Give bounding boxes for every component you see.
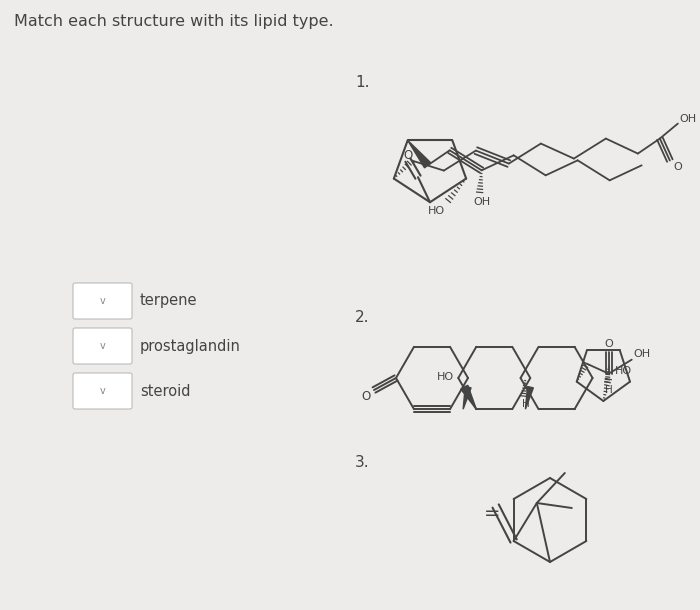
Text: HO: HO xyxy=(438,372,454,382)
Polygon shape xyxy=(407,140,430,168)
Text: prostaglandin: prostaglandin xyxy=(140,339,241,354)
Polygon shape xyxy=(461,386,476,409)
Polygon shape xyxy=(526,387,533,409)
Text: OH: OH xyxy=(634,349,650,359)
FancyBboxPatch shape xyxy=(73,283,132,319)
Text: O: O xyxy=(361,390,370,403)
Text: 2.: 2. xyxy=(355,310,370,325)
Text: =: = xyxy=(484,503,500,523)
Text: HO: HO xyxy=(615,366,633,376)
Text: steroid: steroid xyxy=(140,384,190,398)
Text: H: H xyxy=(606,385,613,395)
Text: H: H xyxy=(522,399,529,409)
Text: O: O xyxy=(403,149,412,162)
Text: OH: OH xyxy=(473,197,490,207)
Text: Match each structure with its lipid type.: Match each structure with its lipid type… xyxy=(14,14,334,29)
Text: O: O xyxy=(673,162,682,171)
Text: 3.: 3. xyxy=(355,455,370,470)
Text: v: v xyxy=(99,341,106,351)
Text: 1.: 1. xyxy=(355,75,370,90)
Text: O: O xyxy=(604,339,613,349)
FancyBboxPatch shape xyxy=(73,328,132,364)
FancyBboxPatch shape xyxy=(73,373,132,409)
Polygon shape xyxy=(463,387,471,409)
Text: HO: HO xyxy=(428,206,444,215)
Text: v: v xyxy=(99,296,106,306)
Text: OH: OH xyxy=(679,113,696,124)
Text: v: v xyxy=(99,386,106,396)
Text: terpene: terpene xyxy=(140,293,197,309)
